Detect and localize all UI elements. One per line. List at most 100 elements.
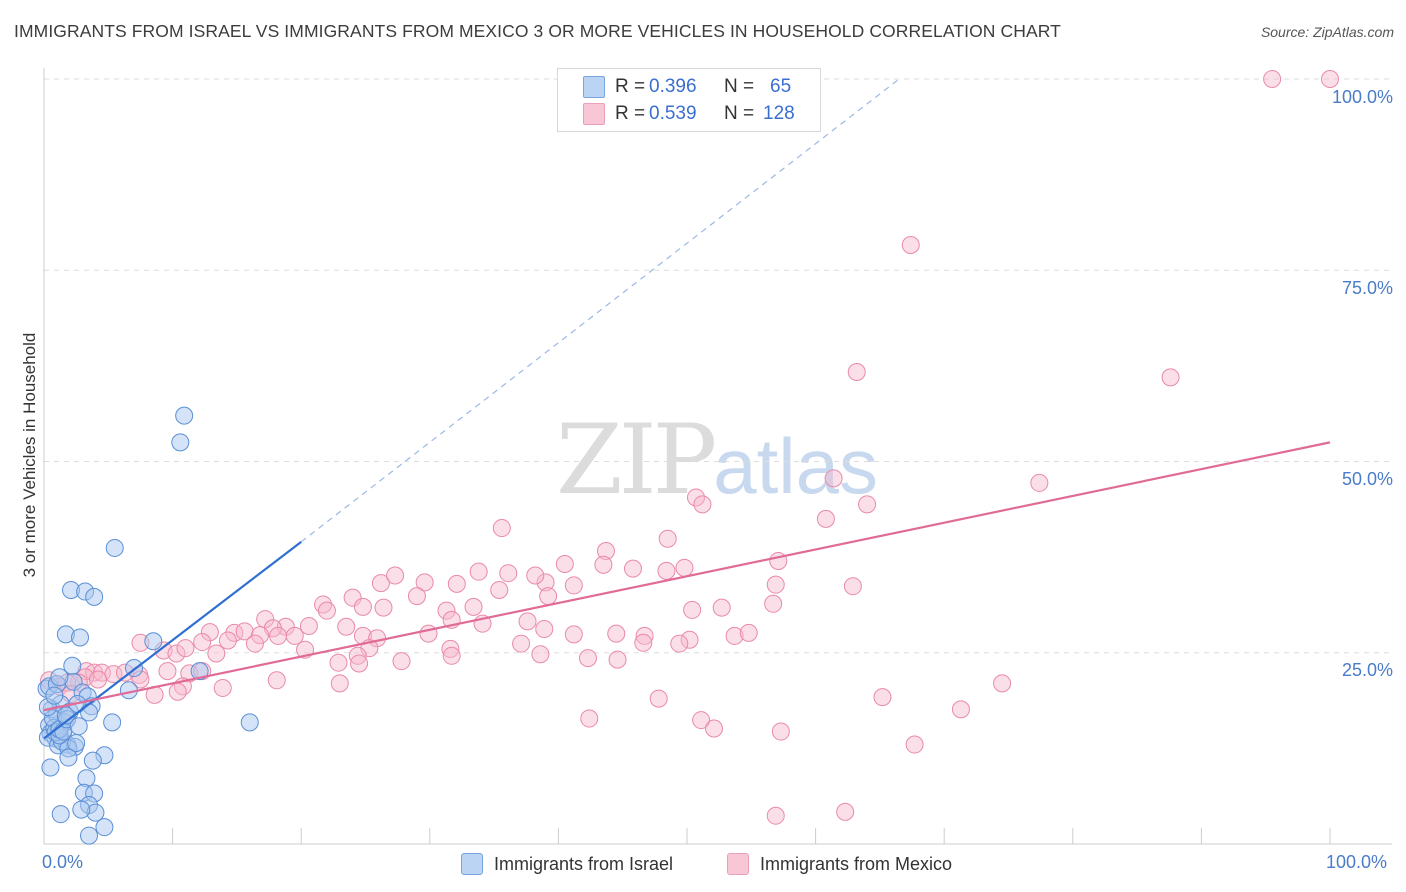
bottom-mexico-swatch	[727, 853, 749, 875]
mexico-point-12	[596, 542, 615, 561]
mexico-point-8	[693, 495, 712, 514]
mexico-point-44	[256, 610, 275, 629]
y-axis-label: 3 or more Vehicles in Household	[20, 332, 39, 578]
mexico-point-17	[657, 561, 676, 580]
mexico-point-11	[492, 519, 511, 538]
mexico-point-46	[299, 616, 318, 635]
mexico-point-39	[464, 597, 483, 616]
legend-row-mexico: R = 0.539 N = 128	[558, 101, 820, 127]
israel-r-value: 0.396	[649, 76, 697, 97]
mexico-r-value: 0.539	[649, 103, 697, 124]
israel-point-5	[175, 406, 194, 425]
mexico-point-84	[531, 645, 550, 664]
mexico-point-120	[905, 735, 924, 754]
israel-point-56	[190, 662, 209, 681]
mexico-point-81	[207, 644, 226, 663]
israel-point-42	[59, 748, 78, 767]
mexico-point-62	[564, 625, 583, 644]
israel-point-8	[71, 628, 90, 647]
mexico-n-label: N =	[724, 103, 755, 124]
mexico-point-15	[594, 555, 613, 574]
israel-trend-extension	[300, 78, 900, 543]
mexico-point-122	[766, 806, 785, 825]
mexico-point-105	[330, 674, 349, 693]
israel-point-64	[50, 668, 69, 687]
israel-point-45	[83, 751, 102, 770]
mexico-point-19	[469, 562, 488, 581]
mexico-point-36	[374, 598, 393, 617]
mexico-point-106	[267, 671, 286, 690]
mexico-point-69	[218, 631, 237, 650]
mexico-point-70	[245, 634, 264, 653]
mexico-point-57	[285, 626, 304, 645]
mexico-point-26	[564, 576, 583, 595]
israel-point-2	[85, 587, 104, 606]
grid-lines	[44, 78, 1392, 654]
mexico-point-117	[692, 711, 711, 730]
mexico-point-41	[683, 600, 702, 619]
mexico-point-61	[535, 620, 554, 639]
israel-point-61	[45, 686, 64, 705]
mexico-point-108	[350, 654, 369, 673]
israel-point-52	[51, 805, 70, 824]
mexico-point-76	[670, 634, 689, 653]
israel-n-value: 65	[770, 76, 792, 97]
mexico-point-28	[499, 564, 518, 583]
mexico-point-24	[490, 581, 509, 600]
mexico-point-67	[739, 623, 758, 642]
mexico-point-9	[858, 495, 877, 514]
israel-point-3	[105, 538, 124, 557]
mexico-point-86	[608, 650, 627, 669]
legend-row-israel: R = 0.396 N = 65	[558, 74, 820, 100]
israel-swatch	[583, 76, 605, 98]
mexico-point-38	[437, 601, 456, 620]
mexico-point-42	[712, 598, 731, 617]
mexico-point-34	[353, 597, 372, 616]
mexico-point-22	[415, 573, 434, 592]
mexico-point-87	[158, 662, 177, 681]
mexico-swatch	[583, 103, 605, 125]
israel-point-54	[80, 826, 99, 845]
mexico-point-35	[317, 601, 336, 620]
mexico-point-54	[235, 622, 254, 641]
mexico-point-80	[176, 639, 195, 658]
mexico-point-33	[343, 588, 362, 607]
israel-point-57	[103, 713, 122, 732]
y-tick-label-75: 75.0%	[1341, 278, 1393, 298]
mexico-point-73	[441, 639, 460, 658]
mexico-point-4	[1161, 368, 1180, 387]
mexico-point-27	[675, 558, 694, 577]
mexico-point-112	[168, 682, 187, 701]
mexico-point-68	[193, 633, 212, 652]
mexico-point-74	[512, 634, 531, 653]
bottom-mexico-label: Immigrants from Mexico	[760, 853, 953, 874]
israel-point-63	[80, 703, 99, 722]
israel-point-6	[144, 632, 163, 651]
mexico-point-107	[329, 653, 348, 672]
israel-trend-line	[43, 540, 302, 740]
bottom-israel-label: Immigrants from Israel	[494, 853, 674, 874]
mexico-point-43	[764, 594, 783, 613]
israel-n-label: N =	[724, 76, 755, 97]
mexico-point-25	[536, 573, 555, 592]
correlation-legend: R = 0.396 N = 65 R = 0.539 N = 128	[557, 68, 821, 132]
mexico-point-65	[680, 630, 699, 649]
mexico-point-118	[705, 719, 724, 738]
mexico-point-2	[901, 236, 920, 255]
mexico-point-56	[269, 626, 288, 645]
mexico-point-45	[276, 617, 295, 636]
mexico-r-label: R =	[615, 103, 646, 124]
source-label: Source: ZipAtlas.com	[1260, 24, 1394, 40]
mexico-point-48	[337, 617, 356, 636]
mexico-point-116	[580, 709, 599, 728]
mexico-point-37	[407, 587, 426, 606]
mexico-point-51	[518, 612, 537, 631]
mexico-point-6	[1030, 473, 1049, 492]
x-tick-label-100: 100.0%	[1326, 852, 1388, 872]
mexico-point-40	[539, 587, 558, 606]
israel-r-label: R =	[615, 76, 646, 97]
mexico-point-119	[771, 722, 790, 741]
mexico-point-29	[526, 566, 545, 585]
mexico-point-52	[200, 623, 219, 642]
